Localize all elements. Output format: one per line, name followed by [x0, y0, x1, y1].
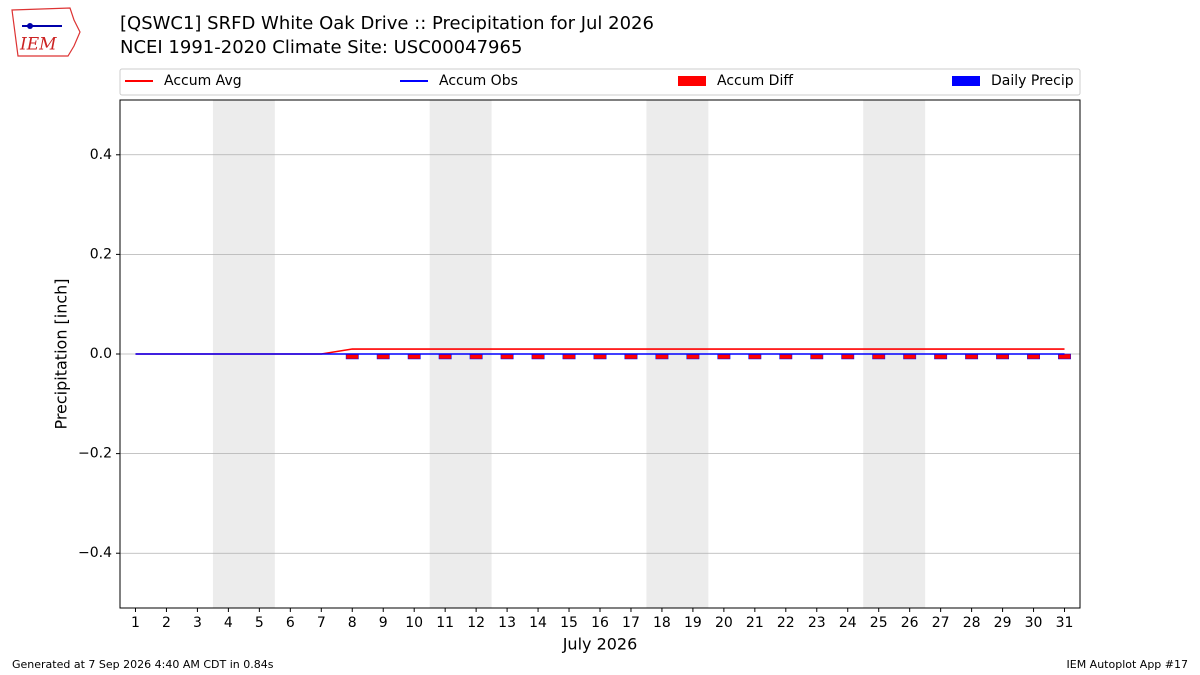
chart-subtitle: NCEI 1991-2020 Climate Site: USC00047965 [120, 37, 522, 58]
x-tick-label: 14 [529, 615, 547, 631]
x-tick-label: 7 [317, 615, 326, 631]
x-tick-label: 2 [162, 615, 171, 631]
y-tick-label: −0.4 [78, 545, 112, 561]
x-tick-label: 19 [684, 615, 702, 631]
legend-label: Accum Diff [717, 73, 793, 89]
footer-right: IEM Autoplot App #17 [1067, 658, 1189, 671]
x-tick-label: 28 [963, 615, 981, 631]
legend-label: Accum Obs [439, 73, 518, 89]
x-tick-label: 26 [901, 615, 919, 631]
x-tick-label: 4 [224, 615, 233, 631]
x-tick-label: 24 [839, 615, 857, 631]
x-tick-label: 8 [348, 615, 357, 631]
x-tick-label: 18 [653, 615, 671, 631]
x-tick-label: 17 [622, 615, 640, 631]
y-tick-label: 0.4 [90, 147, 112, 163]
x-tick-label: 3 [193, 615, 202, 631]
logo-text: IEM [19, 35, 57, 55]
x-tick-label: 23 [808, 615, 826, 631]
logo-dot [27, 23, 33, 29]
footer-left: Generated at 7 Sep 2026 4:40 AM CDT in 0… [12, 658, 274, 671]
logo: IEM [11, 7, 81, 57]
y-tick-label: 0.2 [90, 246, 112, 262]
x-tick-label: 29 [994, 615, 1012, 631]
x-tick-label: 15 [560, 615, 578, 631]
x-axis-label: July 2026 [562, 635, 638, 654]
y-tick-label: 0.0 [90, 346, 112, 362]
x-tick-label: 5 [255, 615, 264, 631]
plot-frame [119, 99, 1081, 609]
y-tick-label: −0.2 [78, 446, 112, 462]
x-tick-label: 12 [467, 615, 485, 631]
logo-outline [11, 7, 81, 57]
x-tick-label: 27 [932, 615, 950, 631]
legend-swatch [678, 76, 706, 86]
x-tick-label: 9 [379, 615, 388, 631]
x-tick-label: 1 [131, 615, 140, 631]
legend-label: Daily Precip [991, 73, 1074, 89]
x-tick-label: 10 [405, 615, 423, 631]
x-tick-label: 22 [777, 615, 795, 631]
x-tick-label: 30 [1025, 615, 1043, 631]
x-tick-label: 25 [870, 615, 888, 631]
bar [1058, 353, 1071, 360]
legend-label: Accum Avg [164, 73, 242, 89]
legend-swatch [952, 76, 980, 86]
y-axis-label: Precipitation [inch] [52, 278, 71, 429]
x-tick-label: 20 [715, 615, 733, 631]
chart-title: [QSWC1] SRFD White Oak Drive :: Precipit… [120, 13, 654, 34]
x-tick-label: 31 [1056, 615, 1074, 631]
legend-box [119, 68, 1081, 96]
x-tick-label: 13 [498, 615, 516, 631]
x-tick-label: 11 [436, 615, 454, 631]
x-tick-label: 21 [746, 615, 764, 631]
x-tick-label: 6 [286, 615, 295, 631]
x-tick-label: 16 [591, 615, 609, 631]
